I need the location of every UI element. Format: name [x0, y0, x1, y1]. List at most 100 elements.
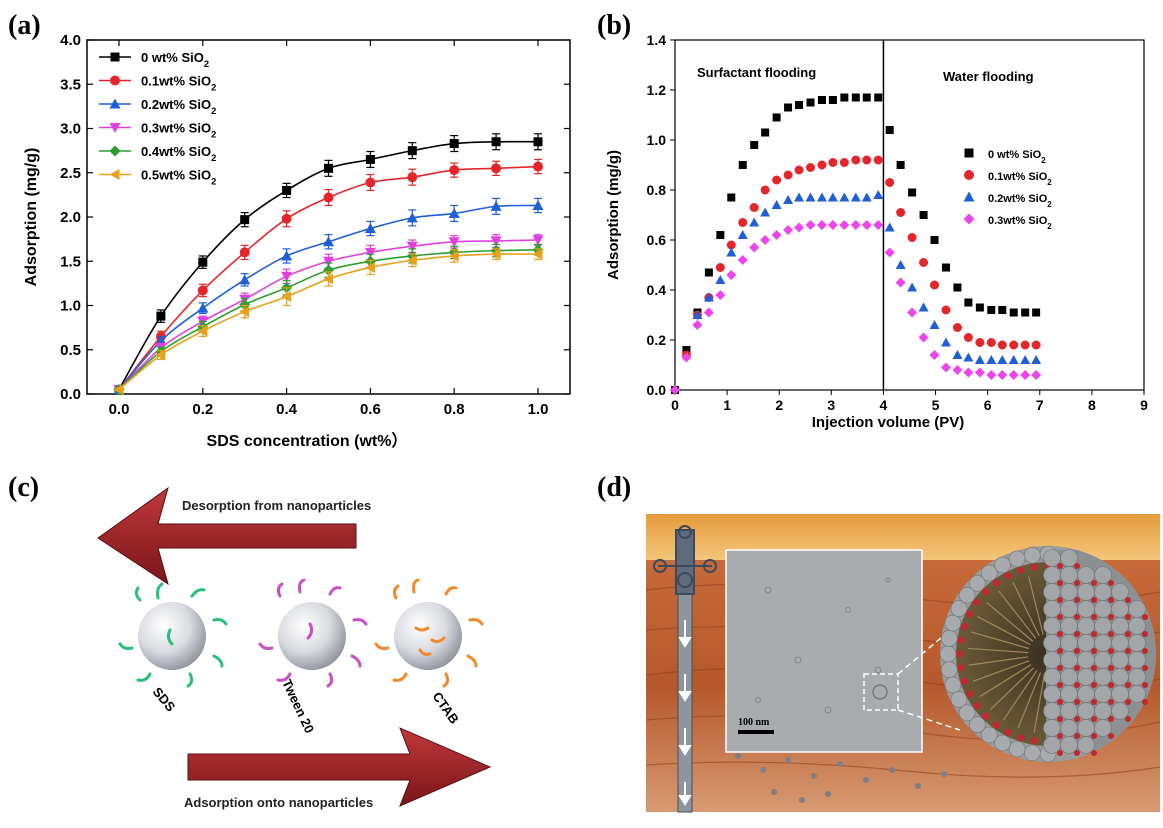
micelle-head-core [973, 702, 981, 710]
data-point-a-5 [490, 248, 501, 260]
data-point-b-3 [974, 367, 985, 378]
x-tick-label-b: 0 [671, 397, 679, 413]
data-point-b-1 [715, 263, 725, 272]
data-point-a-2 [532, 199, 544, 210]
data-point-b-0 [941, 263, 950, 272]
micelle-surface-dot [1074, 563, 1080, 569]
data-point-a-2 [197, 302, 209, 313]
data-point-b-0 [987, 306, 996, 314]
micelle-head-core [960, 623, 968, 631]
data-point-b-0 [817, 96, 826, 104]
micelle-surface-dot [1142, 648, 1148, 654]
data-point-b-1 [986, 338, 996, 347]
sds-particle [118, 582, 228, 688]
chart-a-series-group [113, 133, 544, 396]
micelle-tail [998, 590, 1037, 639]
data-point-a-0 [449, 139, 459, 149]
data-point-b-3 [850, 220, 861, 230]
micelle-surface-dot [1108, 648, 1114, 654]
micelle-head [944, 614, 962, 632]
chart-b-xlabel: Injection volume (PV) [812, 414, 965, 431]
legend-marker-b-2 [963, 191, 975, 202]
micelle-surface-dot [1142, 631, 1148, 637]
data-point-b-3 [726, 270, 737, 280]
x-tick-label-a: 0.8 [444, 401, 465, 418]
data-point-b-3 [783, 225, 794, 235]
micelle-surface-dot [1091, 733, 1097, 739]
micelle-head [994, 556, 1011, 574]
data-point-b-1 [941, 305, 951, 315]
micelle-head-core [992, 579, 1000, 587]
chart-a-axes: 0.0 0.2 0.4 0.6 0.8 1.0 0.0 0.5 1.0 1.5 2.0 2.5 3.0 3… [60, 32, 571, 418]
micelle-surface-dot [1074, 597, 1080, 603]
legend-label-a-3: 0.3wt% SiO2 [141, 121, 216, 140]
data-point-a-1 [239, 247, 250, 258]
micelle-surface-dot [1091, 614, 1097, 620]
adsorption-arrow-label: Adsorption onto nanoparticles [184, 795, 373, 810]
micelle-head-core [966, 610, 974, 618]
data-point-b-1 [1009, 340, 1019, 350]
data-point-b-1 [749, 203, 759, 212]
micelle-surface-dot [1091, 597, 1097, 603]
legend-marker-b-0 [964, 148, 974, 158]
panel-c-label: (c) [8, 472, 40, 503]
micelle-head-core [1017, 566, 1025, 574]
data-point-b-2 [850, 192, 861, 202]
zoom-box [863, 673, 899, 711]
data-point-a-1 [281, 213, 292, 224]
data-point-b-3 [1008, 370, 1019, 380]
micelle-surface-dot [1057, 563, 1063, 569]
x-tick-label-a: 0.4 [276, 401, 298, 418]
data-point-b-3 [681, 352, 692, 363]
micelle-surface-dot [1108, 631, 1114, 637]
data-point-b-3 [760, 235, 771, 245]
chart-a: 0.0 0.2 0.4 0.6 0.8 1.0 0.0 0.5 1.0 1.5 2.0 2.5 3.0 3… [23, 32, 571, 450]
micelle-head [940, 661, 958, 678]
data-point-a-3 [490, 236, 502, 247]
data-point-b-0 [682, 346, 691, 354]
micelle-surface-dot [1091, 682, 1097, 688]
micelle-surface-dot [1091, 699, 1097, 705]
micelle-tail [990, 667, 1035, 711]
micelle-surface-dot [1142, 665, 1148, 671]
data-point-b-2 [726, 247, 737, 257]
micelle-head-core [956, 650, 964, 658]
legend-label-a-1: 0.1wt% SiO2 [141, 74, 216, 93]
micelle-surface-dot [1057, 733, 1063, 739]
data-point-b-1 [952, 323, 962, 332]
micelle-surface-dot [1057, 682, 1063, 688]
micelle-head [980, 564, 998, 582]
chart-a-ylabel: Adsorption (mg/g) [23, 148, 40, 287]
data-point-b-2 [749, 217, 760, 227]
micelle-surface-dot [1057, 665, 1063, 671]
scale-bar [738, 730, 774, 734]
micelle-surface-dot [1125, 648, 1131, 654]
data-point-b-3 [986, 370, 997, 380]
legend-marker-a-1 [110, 75, 120, 86]
data-point-b-3 [884, 247, 895, 258]
data-point-b-3 [952, 365, 963, 375]
micelle-tail [970, 631, 1029, 650]
x-tick-label-a: 0.0 [109, 401, 130, 418]
micelle-surface-bead [1094, 719, 1112, 737]
data-point-b-1 [839, 158, 849, 167]
legend-label-a-5: 0.5wt% SiO2 [141, 168, 216, 187]
y-tick-label-b: 0.8 [647, 182, 667, 198]
micelle-surface-dot [1125, 699, 1131, 705]
y-tick-label-a: 2.5 [60, 165, 81, 182]
data-point-b-1 [919, 258, 929, 267]
tem-texture [755, 577, 891, 714]
chart-b-ylabel: Adsorption (mg/g) [605, 150, 622, 280]
data-point-b-0 [704, 268, 713, 277]
micelle-surface-dot [1091, 631, 1097, 637]
data-point-b-3 [873, 220, 884, 230]
micelle-tail [979, 664, 1032, 697]
data-point-a-5 [155, 349, 166, 361]
data-point-b-1 [862, 155, 872, 165]
x-tick-label-b: 8 [1088, 397, 1096, 413]
droplets [735, 753, 947, 803]
data-point-a-4 [323, 264, 334, 276]
data-point-a-1 [365, 177, 376, 188]
micelle-surface-bead [1077, 736, 1095, 754]
micelle-surface-dot [1142, 699, 1148, 705]
